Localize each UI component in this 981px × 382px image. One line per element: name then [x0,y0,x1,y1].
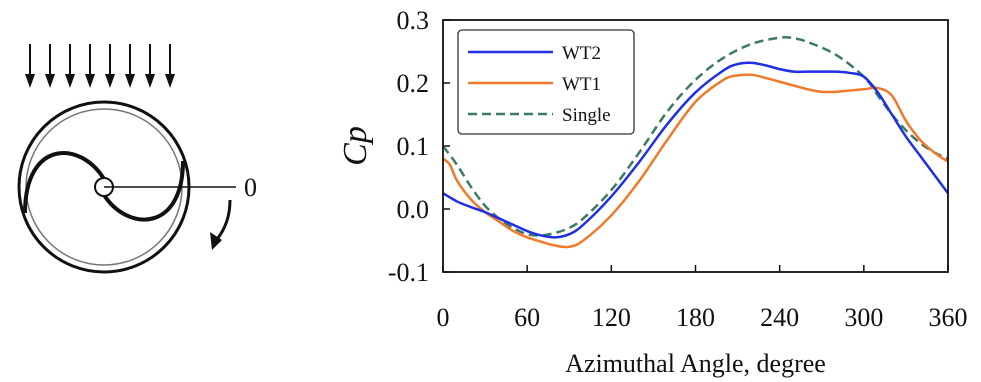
wind-arrow-6 [125,44,135,88]
x-tick-group: 0 60 120 180 240 300 360 [437,265,968,332]
wind-arrow-1 [25,44,35,88]
x-tick-label: 120 [592,303,631,332]
rotation-arrow [216,199,232,239]
blade-right [102,160,185,222]
x-tick-label: 240 [760,303,799,332]
y-axis-title: Cp [337,126,374,166]
turbine-schematic: 0 [17,44,257,274]
wind-arrow-3 [65,44,75,88]
y-tick-label: 0.3 [397,6,430,35]
x-tick-label: 0 [437,303,450,332]
y-tick-label: -0.1 [388,258,429,287]
wind-arrows [25,44,175,88]
wind-arrow-7 [145,44,155,88]
series-line-wt2 [442,61,950,239]
plot-frame [442,19,949,273]
series-layer [441,35,950,249]
legend-label-wt2: WT2 [562,43,601,64]
x-tick-label: 360 [929,303,968,332]
legend-label-single: Single [562,105,611,126]
wind-arrow-5 [105,44,115,88]
zero-angle-label: 0 [244,173,257,202]
wind-arrow-8 [165,44,175,88]
x-tick-label: 180 [676,303,715,332]
y-tick-label: 0.1 [397,132,430,161]
legend-label-wt1: WT1 [562,74,601,95]
wind-arrow-2 [45,44,55,88]
legend: WT2 WT1 Single [457,29,635,135]
chart: 0 60 120 180 240 300 360 -0.1 0.0 0.1 0.2 0.3 WT2 … [337,6,968,378]
y-tick-group: -0.1 0.0 0.1 0.2 0.3 [388,6,450,287]
y-tick-label: 0.2 [397,69,430,98]
y-tick-label: 0.0 [397,195,430,224]
blade-left [23,151,106,214]
rotation-arrowhead [210,232,222,250]
wind-arrow-4 [85,44,95,88]
x-tick-label: 300 [844,303,883,332]
x-axis-title: Azimuthal Angle, degree [565,349,826,378]
x-tick-label: 60 [514,303,540,332]
